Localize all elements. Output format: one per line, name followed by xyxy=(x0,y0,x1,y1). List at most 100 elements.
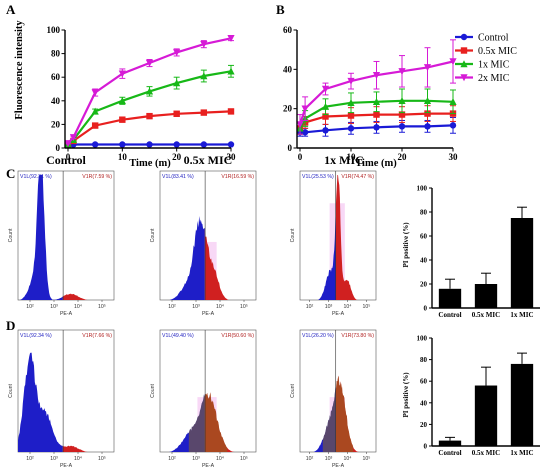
bar-category-label: 0.5x MIC xyxy=(472,449,500,457)
bar-d-ylabel: PI positive (%) xyxy=(402,372,410,418)
series-line xyxy=(67,110,232,146)
flow-ylabel: Count xyxy=(150,228,156,242)
point-0-5x-mic xyxy=(173,110,180,117)
point-2x-mic xyxy=(296,121,304,129)
y-tick-label: 20 xyxy=(420,421,428,429)
flow-xlabel: PE-A xyxy=(60,463,73,469)
histogram-v1l xyxy=(300,216,336,300)
series-line xyxy=(299,99,454,129)
point-1x-mic xyxy=(423,97,432,104)
flow-x-tick-label: 10² xyxy=(306,456,314,462)
v1l-label: V1L(49.40 %) xyxy=(162,333,194,339)
histogram-d-2: V1L(49.40 %) V1R(50.60 %) 10² 10³ 10⁴ 10⁵ PE-A… xyxy=(150,329,257,469)
series-2x-mic xyxy=(296,39,457,135)
point-0-5x-mic xyxy=(322,113,329,120)
point-0-5x-mic xyxy=(460,47,468,54)
v1r-label: V1R(74.47 %) xyxy=(341,174,374,180)
y-tick-label: 80 xyxy=(420,356,428,364)
flow-x-tick-label: 10⁵ xyxy=(240,304,248,310)
series-1x-mic xyxy=(64,64,235,148)
flow-ylabel: Count xyxy=(8,384,14,398)
point-control xyxy=(460,33,468,41)
flow-x-tick-label: 10³ xyxy=(192,304,200,310)
point-2x-mic xyxy=(64,140,72,148)
flow-x-tick-label: 10² xyxy=(26,456,34,462)
flow-x-tick-label: 10⁴ xyxy=(216,304,224,310)
point-1x-mic xyxy=(398,97,406,104)
point-2x-mic xyxy=(460,74,468,82)
point-2x-mic xyxy=(91,89,99,97)
y-tick-label: 60 xyxy=(420,233,428,241)
panel-label-b: B xyxy=(276,2,285,17)
point-2x-mic xyxy=(301,105,309,113)
v1r-label: V1R(7.66 %) xyxy=(82,333,112,339)
flow-xlabel: PE-A xyxy=(202,311,215,317)
point-0-5x-mic xyxy=(424,110,431,117)
legend-item: Control xyxy=(455,33,509,44)
y-tick-label: 0 xyxy=(424,305,428,313)
y-tick-label: 20 xyxy=(51,119,61,129)
bar-category-label: 0.5x MIC xyxy=(472,311,500,319)
v1r-label: V1R(7.59 %) xyxy=(82,174,112,180)
y-tick-label: 60 xyxy=(283,25,293,35)
point-1x-mic xyxy=(347,98,355,106)
x-tick-label: 20 xyxy=(398,152,408,162)
legend-item: 1x MIC xyxy=(455,60,510,71)
bar-category-label: Control xyxy=(438,449,461,457)
point-1x-mic xyxy=(118,97,126,104)
v1r-label: V1R(50.60 %) xyxy=(221,333,254,339)
v1r-label: V1R(16.59 %) xyxy=(221,174,254,180)
point-0-5x-mic xyxy=(200,109,208,116)
flow-x-tick-label: 10⁵ xyxy=(363,304,371,310)
flow-x-tick-label: 10² xyxy=(306,304,314,310)
y-tick-label: 20 xyxy=(420,281,428,289)
flow-xlabel: PE-A xyxy=(60,311,73,317)
flow-histograms: V1L(92.31 %) V1R(7.59 %) 10² 10³ 10⁴ 10⁵ PE-A C… xyxy=(8,153,377,469)
flow-x-tick-label: 10⁵ xyxy=(363,456,371,462)
point-0-5x-mic xyxy=(91,122,99,129)
y-tick-label: 100 xyxy=(47,25,61,35)
flow-xlabel: PE-A xyxy=(332,311,345,317)
v1r-label: V1R(73.80 %) xyxy=(341,333,374,339)
flow-x-tick-label: 10² xyxy=(26,304,34,310)
bar-category-label: 1x MIC xyxy=(510,311,533,319)
histogram-c-3: V1L(25.53 %) V1R(74.47 %) 10² 10³ 10⁴ 10⁵ PE-A… xyxy=(290,153,377,317)
y-tick-label: 60 xyxy=(51,72,61,82)
point-control xyxy=(347,125,355,132)
point-1x-mic xyxy=(145,87,154,95)
point-1x-mic xyxy=(91,107,99,115)
point-2x-mic xyxy=(227,35,235,43)
point-0-5x-mic xyxy=(398,111,406,118)
series-line xyxy=(300,124,454,134)
point-1x-mic xyxy=(321,102,330,110)
point-control xyxy=(398,123,406,130)
flow-x-tick-label: 10⁴ xyxy=(74,304,82,310)
point-1x-mic xyxy=(173,79,181,87)
point-2x-mic xyxy=(449,58,457,66)
v1l-label: V1L(83.41 %) xyxy=(162,174,194,180)
flow-xlabel: PE-A xyxy=(202,463,215,469)
chart-a-ylabel: Fluorescence intensity xyxy=(14,20,25,120)
point-2x-mic xyxy=(145,59,154,67)
chart-b-xlabel: Time (m) xyxy=(355,158,397,169)
legend-label: Control xyxy=(478,33,509,44)
point-2x-mic xyxy=(200,40,208,48)
legend-item: 2x MIC xyxy=(455,73,510,84)
legend-label: 2x MIC xyxy=(478,73,510,84)
bar-1x-mic xyxy=(510,218,534,308)
v1l-label: V1L(26.20 %) xyxy=(302,333,334,339)
point-control xyxy=(424,123,431,130)
point-control xyxy=(146,141,153,148)
point-control xyxy=(449,122,457,129)
flow-ylabel: Count xyxy=(290,384,296,398)
y-tick-label: 40 xyxy=(420,399,428,407)
histogram-v1r xyxy=(204,228,256,300)
y-tick-label: 40 xyxy=(420,257,428,265)
flow-xlabel: PE-A xyxy=(332,463,345,469)
histogram-v1l xyxy=(18,175,63,300)
y-tick-label: 0 xyxy=(424,443,428,451)
flow-x-tick-label: 10⁵ xyxy=(98,304,106,310)
histogram-title: 1x MIC xyxy=(324,153,364,167)
x-tick-label: 30 xyxy=(449,152,459,162)
flow-x-tick-label: 10³ xyxy=(325,456,333,462)
